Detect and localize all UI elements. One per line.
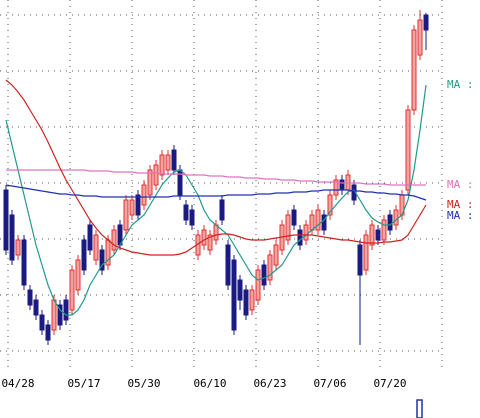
candle-body	[315, 209, 321, 231]
candle-body	[3, 189, 9, 251]
candle-body	[327, 194, 333, 216]
candle-body	[423, 14, 429, 31]
candle-body	[375, 229, 381, 241]
candle-body	[405, 109, 411, 191]
candle-body	[171, 149, 177, 171]
candle-body	[129, 199, 135, 216]
candle-body	[111, 229, 117, 251]
candle-body	[255, 269, 261, 301]
candle-body	[69, 269, 75, 311]
candle-body	[33, 299, 39, 316]
candle-body	[231, 259, 237, 331]
legend-label: MA :	[447, 78, 474, 91]
candle-body	[387, 214, 393, 231]
candle-body	[243, 289, 249, 316]
candle-body	[213, 224, 219, 241]
candle-body	[135, 194, 141, 216]
candle-body	[303, 224, 309, 241]
x-tick-label: 05/17	[67, 377, 100, 390]
candle-body	[225, 244, 231, 286]
candle-body	[363, 234, 369, 271]
candle-body	[381, 219, 387, 241]
candle-body	[189, 209, 195, 226]
candle-body	[417, 19, 423, 56]
candle-body	[27, 289, 33, 306]
candle-body	[267, 254, 273, 281]
candle-body	[357, 244, 363, 276]
candle-body	[9, 214, 15, 261]
candle-body	[369, 224, 375, 246]
ma-line	[5, 79, 427, 256]
candle-body	[291, 209, 297, 226]
candle-body	[15, 239, 21, 256]
candle-body	[339, 179, 345, 191]
candle-body	[261, 264, 267, 286]
x-tick-label: 07/06	[313, 377, 346, 390]
legend-label: MA :	[447, 198, 474, 211]
candle-body	[153, 164, 159, 186]
candle-body	[333, 179, 339, 196]
x-tick-label: 06/10	[193, 377, 226, 390]
candle-body	[201, 229, 207, 246]
candle-body	[309, 214, 315, 231]
candle-body	[393, 209, 399, 226]
candle-body	[21, 239, 27, 286]
candle-body	[57, 304, 63, 326]
candle-body	[63, 299, 69, 321]
candle-body	[93, 234, 99, 261]
candle-body	[183, 204, 189, 221]
candle-body	[75, 259, 81, 291]
candle-body	[207, 234, 213, 251]
candle-body	[45, 324, 51, 341]
candle-body	[39, 314, 45, 331]
candle-body	[87, 224, 93, 251]
ma-line	[5, 84, 427, 316]
candle-body	[165, 154, 171, 171]
candle-body	[123, 199, 129, 231]
candle-body	[51, 299, 57, 331]
candle-body	[99, 249, 105, 271]
candle-body	[297, 229, 303, 246]
candle-body	[141, 184, 147, 206]
candle-body	[147, 169, 153, 196]
candle-body	[411, 29, 417, 111]
ma-line	[6, 169, 426, 186]
x-tick-label: 07/20	[373, 377, 406, 390]
candle-body	[321, 214, 327, 231]
ma-line	[5, 184, 427, 201]
candle-body	[273, 244, 279, 266]
candle-body	[285, 214, 291, 241]
x-tick-label: 06/23	[253, 377, 286, 390]
x-tick-label: 05/30	[127, 377, 160, 390]
scroll-marker	[416, 399, 423, 418]
x-tick-label: 04/28	[1, 377, 34, 390]
legend-label: MA :	[447, 178, 474, 191]
candle-body	[219, 199, 225, 221]
legend-label: MA :	[447, 209, 474, 222]
candle-body	[249, 289, 255, 311]
candle-body	[159, 154, 165, 176]
candle-body	[237, 279, 243, 301]
candle-body	[81, 239, 87, 271]
